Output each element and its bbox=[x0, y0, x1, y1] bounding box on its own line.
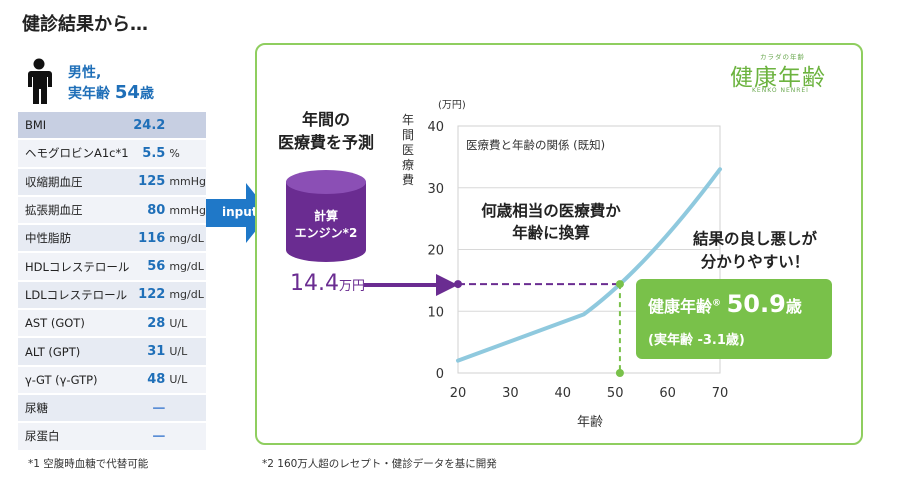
predict-title: 年間の 医療費を予測 bbox=[277, 110, 374, 152]
x-tick-label: 30 bbox=[502, 386, 519, 401]
chart-title: 医療費と年齢の関係 (既知) bbox=[466, 138, 605, 152]
person-icon bbox=[28, 58, 52, 104]
table-row: 尿糖 — bbox=[18, 393, 206, 424]
lab-unit: mg/dL bbox=[165, 224, 206, 254]
lab-value: 48 bbox=[129, 365, 166, 395]
lab-label: ヘモグロビンA1c*1 bbox=[18, 139, 130, 169]
y-tick-label: 10 bbox=[427, 305, 444, 320]
lab-unit: % bbox=[165, 139, 206, 169]
svg-text:療: 療 bbox=[402, 158, 414, 172]
profile-gender: 男性, bbox=[68, 65, 102, 81]
chart-xlabel: 年齢 bbox=[577, 415, 603, 430]
table-row: 尿蛋白 — bbox=[18, 422, 206, 452]
lab-label: 収縮期血圧 bbox=[18, 167, 130, 197]
table-row: 中性脂肪 116 mg/dL bbox=[18, 224, 206, 254]
cost-point bbox=[454, 280, 462, 289]
x-tick-label: 20 bbox=[450, 386, 467, 401]
svg-text:年: 年 bbox=[402, 113, 414, 127]
y-tick-label: 40 bbox=[427, 120, 444, 135]
y-tick-label: 30 bbox=[427, 182, 444, 197]
logo: 健康年齢 bbox=[730, 65, 826, 91]
logo-romaji: KENKO NENREI bbox=[752, 87, 809, 94]
cost-age-chart: 0 10 20 30 40 20 30 40 50 60 70 (万円) 医療費と年齢の関係 (既知… bbox=[402, 100, 729, 430]
lab-unit: mmHg bbox=[165, 195, 206, 226]
y-tick-label: 20 bbox=[427, 244, 444, 259]
input-arrow-icon bbox=[206, 183, 270, 243]
engine-label: 計算 エンジン*2 bbox=[294, 209, 358, 240]
result-box bbox=[636, 279, 832, 359]
lab-unit: U/L bbox=[165, 309, 206, 339]
x-tick-label: 40 bbox=[555, 386, 572, 401]
table-row: γ-GT (γ-GTP) 48 U/L bbox=[18, 365, 206, 395]
lab-label: HDLコレステロール bbox=[18, 252, 130, 282]
lab-value: 116 bbox=[129, 224, 166, 254]
lab-label: BMI bbox=[18, 112, 130, 141]
svg-text:費: 費 bbox=[402, 172, 414, 187]
lab-value: 24.2 bbox=[129, 112, 166, 141]
table-row: 収縮期血圧 125 mmHg bbox=[18, 167, 206, 197]
page-title: 健診結果から… bbox=[22, 14, 148, 35]
table-row: 拡張期血圧 80 mmHg bbox=[18, 195, 206, 226]
svg-text:間: 間 bbox=[402, 128, 414, 142]
convert-callout: 何歳相当の医療費か 年齢に換算 bbox=[481, 202, 621, 242]
series-line bbox=[456, 167, 722, 363]
lab-value: 56 bbox=[129, 252, 166, 282]
intersection-point bbox=[615, 280, 624, 289]
table-row: ヘモグロビンA1c*1 5.5% bbox=[18, 139, 206, 169]
lab-label: LDLコレステロール bbox=[18, 280, 130, 311]
database-cylinder-icon bbox=[286, 170, 366, 262]
input-label: input bbox=[222, 205, 258, 219]
lab-results-table: BMI 24.2 ヘモグロビンA1c*1 5.5% 収縮期血圧 125 mmHg 拡張期血圧 8… bbox=[18, 112, 206, 452]
table-row: BMI 24.2 bbox=[18, 112, 206, 141]
lab-value: 122 bbox=[129, 280, 166, 311]
chart-yunit: (万円) bbox=[438, 100, 466, 111]
lab-label: ALT (GPT) bbox=[18, 337, 130, 367]
health-age-result: 健康年齢® 50.9歳 bbox=[648, 290, 802, 318]
lab-unit bbox=[165, 422, 206, 452]
lab-value: — bbox=[129, 422, 166, 452]
age-point bbox=[615, 369, 624, 377]
lab-unit bbox=[165, 112, 206, 141]
lab-label: 尿糖 bbox=[18, 393, 130, 424]
table-row: ALT (GPT) 31 U/L bbox=[18, 337, 206, 367]
x-tick-label: 60 bbox=[659, 386, 676, 401]
lab-unit: mg/dL bbox=[165, 252, 206, 282]
x-tick-label: 70 bbox=[712, 386, 729, 401]
lab-value: 5.5 bbox=[129, 139, 166, 169]
profile-age: 実年齢 54歳 bbox=[68, 82, 154, 103]
lab-value: 28 bbox=[129, 309, 166, 339]
predicted-cost: 14.4万円 bbox=[290, 271, 365, 296]
lab-unit: U/L bbox=[165, 365, 206, 395]
result-callout: 結果の良し悪しが 分かりやすい！ bbox=[692, 230, 817, 271]
lab-unit: U/L bbox=[165, 337, 206, 367]
svg-text:医: 医 bbox=[402, 143, 414, 157]
lab-unit bbox=[165, 393, 206, 424]
lab-label: 中性脂肪 bbox=[18, 224, 130, 254]
lab-unit: mg/dL bbox=[165, 280, 206, 311]
lab-label: 尿蛋白 bbox=[18, 422, 130, 452]
lab-value: 31 bbox=[129, 337, 166, 367]
lab-label: 拡張期血圧 bbox=[18, 195, 130, 226]
table-row: AST (GOT) 28 U/L bbox=[18, 309, 206, 339]
table-row: HDLコレステロール 56 mg/dL bbox=[18, 252, 206, 282]
x-tick-label: 50 bbox=[607, 386, 624, 401]
lab-label: AST (GOT) bbox=[18, 309, 130, 339]
footnote-2: *2 160万人超のレセプト・健診データを基に開発 bbox=[262, 458, 497, 470]
logo-tagline: カラダの年齢 bbox=[760, 53, 805, 61]
y-tick-label: 0 bbox=[436, 367, 444, 382]
lab-value: 80 bbox=[129, 195, 166, 226]
table-row: LDLコレステロール 122 mg/dL bbox=[18, 280, 206, 311]
cost-arrow-icon bbox=[364, 274, 458, 296]
lab-unit: mmHg bbox=[165, 167, 206, 197]
lab-value: 125 bbox=[129, 167, 166, 197]
lab-value: — bbox=[129, 393, 166, 424]
age-difference: (実年齢 -3.1歳) bbox=[648, 333, 745, 348]
lab-label: γ-GT (γ-GTP) bbox=[18, 365, 130, 395]
footnote-1: *1 空腹時血糖で代替可能 bbox=[28, 458, 149, 470]
